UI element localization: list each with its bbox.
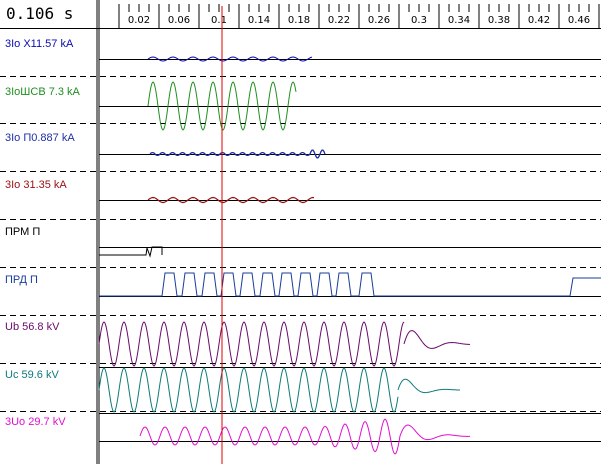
waveform-uc: [98, 367, 461, 413]
axis-tick: 0.22: [318, 4, 350, 28]
waveform-prd: [99, 272, 601, 297]
axis-tick: 0.26: [358, 4, 390, 28]
axis-tick: 0.38: [478, 4, 510, 28]
waveform-3io-p: [149, 149, 326, 159]
waveform-3io-x: [147, 56, 313, 62]
axis-tick: 0.3: [398, 4, 430, 28]
axis-tick-label: 0.46: [568, 15, 590, 26]
channel-label-3io-p[interactable]: 3Io П0.887 kA: [5, 132, 75, 144]
axis-tick-label: 0.22: [328, 15, 350, 26]
axis-tick: 0.5: [598, 4, 600, 28]
axis-tick: 0.06: [158, 4, 190, 28]
channel-label-uc[interactable]: Uc 59.6 kV: [5, 369, 59, 381]
axis-tick-label: 0.1: [211, 15, 227, 26]
axis-tick-label: 0.38: [488, 15, 510, 26]
axis-tick: 0.14: [238, 4, 270, 28]
axis-tick-label: 0.14: [248, 15, 270, 26]
axis-tick: 0.18: [278, 4, 310, 28]
channel-label-3io-x[interactable]: 3Io X11.57 kA: [5, 38, 74, 50]
waveform-prm: [99, 246, 163, 258]
channel-label-column: 3Io X11.57 kA 3IoШСВ 7.3 kA 3Io П0.887 k…: [0, 30, 97, 464]
axis-tick-label: 0.42: [528, 15, 550, 26]
axis-tick: 0.02: [118, 4, 150, 28]
channel-label-3io[interactable]: 3Io 31.35 kA: [5, 179, 67, 191]
axis-tick-label: 0.26: [368, 15, 390, 26]
axis-tick-label: 0.34: [448, 15, 470, 26]
waveform-ub: [98, 321, 471, 367]
channel-label-ub[interactable]: Ub 56.8 kV: [5, 321, 60, 333]
axis-tick-label: 0.3: [411, 15, 427, 26]
channel-label-prd[interactable]: ПРД П: [5, 274, 38, 286]
axis-tick: 0.34: [438, 4, 470, 28]
waveform-3io: [147, 196, 315, 204]
channel-label-3uo[interactable]: 3Uo 29.7 kV: [5, 416, 66, 428]
axis-tick-label: 0.18: [288, 15, 310, 26]
axis-tick-label: 0.06: [168, 15, 190, 26]
axis-tick: 0.42: [518, 4, 550, 28]
axis-tick: 0.1: [198, 4, 230, 28]
channel-label-prm[interactable]: ПРМ П: [5, 226, 41, 238]
cursor-time-readout: 0.106 s: [0, 0, 95, 28]
axis-tick: 0.46: [558, 4, 590, 28]
channel-label-3io-shsv[interactable]: 3IoШСВ 7.3 kA: [5, 86, 80, 98]
waveform-3uo: [139, 418, 470, 455]
axis-tick-label: 0.02: [128, 15, 150, 26]
